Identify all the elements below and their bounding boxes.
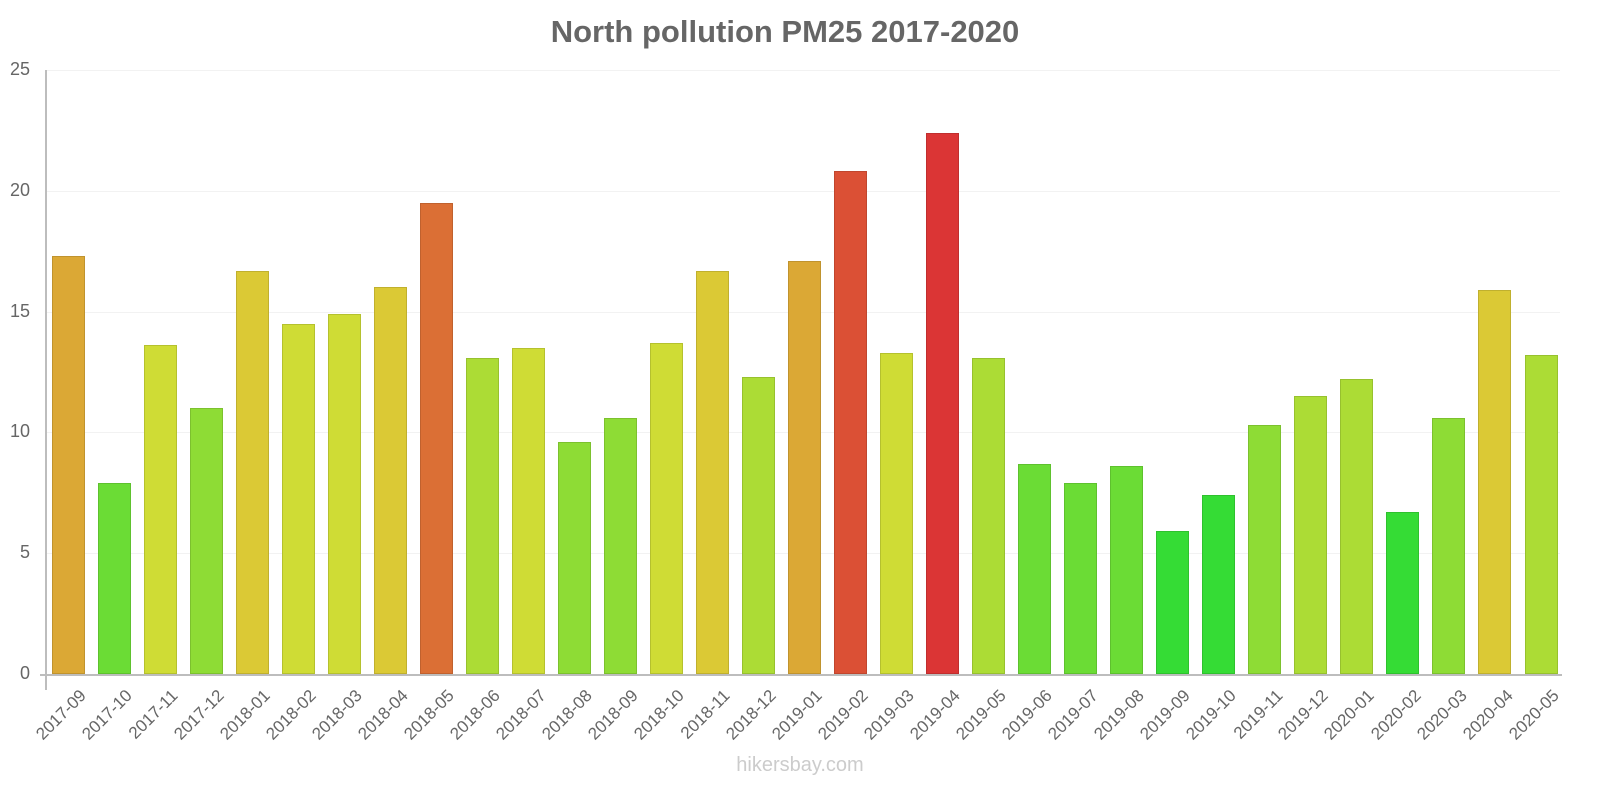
y-tick-label: 15 (9, 300, 30, 321)
x-tick-label: 2018-06 (446, 686, 504, 744)
gridline (46, 190, 1560, 192)
chart-title: North pollution PM25 2017-2020 (550, 14, 1020, 49)
plot-area (46, 70, 1560, 674)
bar-2018-12[interactable] (741, 376, 775, 674)
bar-2018-09[interactable] (603, 417, 637, 674)
bar-2018-02[interactable] (281, 323, 315, 674)
bar-2018-05[interactable] (419, 202, 453, 674)
x-tick-label: 2018-03 (308, 686, 366, 744)
x-tick-label: 2018-08 (538, 686, 596, 744)
bar-2018-04[interactable] (373, 287, 407, 674)
bar-2018-11[interactable] (695, 270, 729, 674)
x-tick-label: 2020-05 (1504, 686, 1563, 744)
bar-2020-01[interactable] (1340, 379, 1374, 674)
x-tick-label: 2018-10 (630, 686, 688, 744)
x-tick-label: 2017-10 (77, 686, 136, 744)
bar-2019-01[interactable] (788, 260, 821, 674)
y-axis-line (45, 70, 47, 690)
x-tick-label: 2017-11 (124, 686, 182, 743)
bar-2019-03[interactable] (880, 352, 914, 674)
x-tick-label: 2020-01 (1320, 686, 1379, 744)
x-tick-label: 2019-12 (1274, 686, 1333, 744)
x-tick-label: 2018-12 (722, 686, 780, 744)
x-tick-label: 2019-07 (1044, 686, 1103, 744)
bar-2019-11[interactable] (1248, 425, 1282, 674)
x-tick-label: 2018-07 (492, 686, 550, 744)
x-tick-label: 2017-09 (31, 686, 90, 744)
bar-2017-10[interactable] (97, 483, 131, 674)
bar-2018-06[interactable] (465, 357, 499, 674)
x-tick-label: 2018-02 (262, 686, 320, 744)
bar-2017-09[interactable] (51, 256, 85, 674)
bar-2018-10[interactable] (649, 343, 683, 674)
bar-2017-11[interactable] (143, 345, 177, 674)
x-tick-label: 2020-02 (1366, 686, 1425, 744)
y-tick-label: 5 (19, 542, 30, 563)
x-tick-label: 2019-10 (1182, 686, 1241, 744)
bar-2017-12[interactable] (189, 408, 223, 674)
bar-2018-08[interactable] (557, 442, 591, 674)
bar-2019-07[interactable] (1064, 483, 1098, 674)
bar-2019-06[interactable] (1018, 463, 1052, 674)
bar-2019-08[interactable] (1110, 466, 1144, 674)
bar-2018-03[interactable] (327, 314, 361, 674)
x-tick-label: 2018-05 (400, 686, 458, 744)
bar-2019-09[interactable] (1156, 531, 1190, 674)
y-tick-label: 0 (19, 663, 30, 683)
y-tick-label: 25 (9, 59, 30, 79)
x-tick-label: 2019-09 (1136, 686, 1195, 744)
bar-2020-02[interactable] (1386, 512, 1420, 674)
x-tick-label: 2019-04 (906, 686, 965, 744)
bar-2018-07[interactable] (511, 347, 545, 674)
y-tick-label: 20 (9, 179, 30, 200)
bar-2020-03[interactable] (1432, 417, 1466, 674)
bar-2019-04[interactable] (926, 132, 960, 674)
x-tick-label: 2019-02 (814, 686, 872, 744)
x-tick-label: 2020-04 (1458, 686, 1517, 744)
x-axis-line (40, 674, 1562, 676)
bar-2020-05[interactable] (1524, 355, 1558, 674)
watermark: hikersbay.com (736, 754, 864, 776)
x-tick-label: 2017-12 (169, 686, 228, 744)
x-tick-label: 2018-04 (354, 686, 412, 744)
bar-2018-01[interactable] (235, 270, 269, 674)
x-tick-label: 2018-09 (584, 686, 642, 744)
x-tick-label: 2018-01 (216, 686, 274, 744)
x-tick-label: 2019-05 (952, 686, 1011, 744)
bar-2019-02[interactable] (834, 171, 868, 674)
bar-2019-12[interactable] (1294, 396, 1328, 674)
x-tick-label: 2019-03 (860, 686, 918, 744)
x-tick-label: 2020-03 (1412, 686, 1471, 744)
y-tick-label: 10 (9, 421, 30, 442)
bar-2019-05[interactable] (972, 357, 1006, 674)
bar-2020-04[interactable] (1478, 289, 1512, 674)
gridline (46, 70, 1560, 71)
bar-2019-10[interactable] (1202, 495, 1236, 674)
x-tick-label: 2019-08 (1090, 686, 1149, 744)
x-tick-label: 2019-06 (998, 686, 1057, 744)
x-tick-label: 2019-01 (768, 686, 826, 744)
